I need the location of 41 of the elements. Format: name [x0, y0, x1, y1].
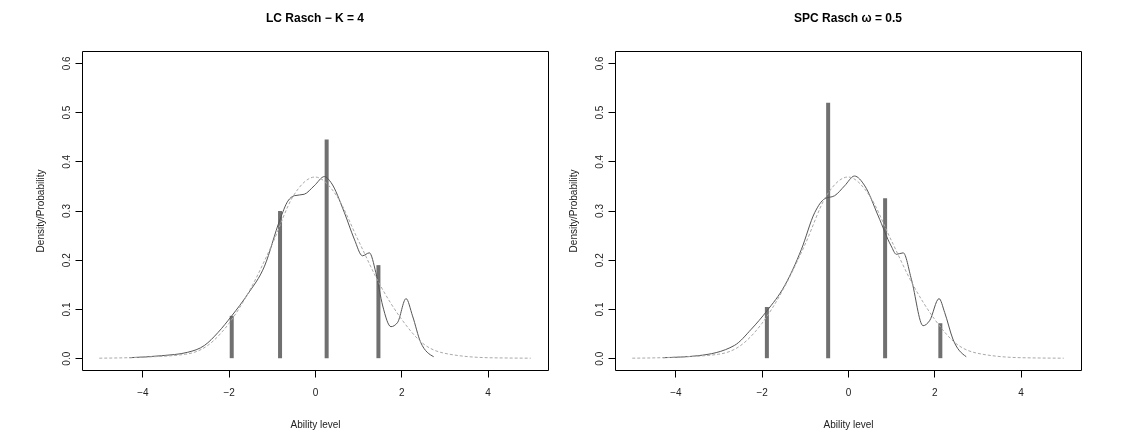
- bar: [826, 102, 831, 359]
- bar: [324, 139, 329, 359]
- x-tick-label: −4: [137, 386, 150, 398]
- x-tick-label: −2: [756, 386, 769, 398]
- line-series: [631, 176, 1065, 359]
- y-tick-label: 0.1: [60, 302, 72, 317]
- y-tick-label: 0.3: [593, 203, 605, 218]
- x-tick-label: −4: [670, 386, 683, 398]
- y-tick-label: 0.4: [60, 154, 72, 169]
- x-axis-title: Ability level: [823, 418, 874, 430]
- x-tick-label: 2: [399, 386, 406, 398]
- bar: [278, 210, 283, 359]
- y-tick-label: 0.6: [593, 55, 605, 71]
- y-axis-title: Density/Probability: [34, 169, 46, 253]
- x-tick-label: 4: [1018, 386, 1025, 398]
- bar: [376, 265, 381, 359]
- bar: [883, 198, 888, 359]
- x-axis-title: Ability level: [290, 418, 341, 430]
- y-tick-label: 0.3: [60, 203, 72, 218]
- y-tick-label: 0.0: [60, 351, 72, 366]
- bar: [229, 315, 234, 359]
- y-tick-label: 0.5: [593, 105, 605, 120]
- chart-title: SPC Rasch ω = 0.5: [794, 11, 903, 25]
- y-axis-title: Density/Probability: [567, 169, 579, 253]
- x-tick-label: 0: [312, 386, 319, 398]
- y-tick-label: 0.1: [593, 302, 605, 317]
- y-tick-label: 0.6: [60, 55, 72, 71]
- bar: [938, 323, 943, 359]
- y-tick-label: 0.4: [593, 154, 605, 169]
- y-tick-label: 0.2: [60, 252, 72, 268]
- x-tick-label: −2: [223, 386, 236, 398]
- y-tick-label: 0.2: [593, 252, 605, 268]
- x-tick-label: 0: [845, 386, 852, 398]
- x-tick-label: 4: [485, 386, 492, 398]
- x-tick-label: 2: [932, 386, 939, 398]
- y-tick-label: 0.5: [60, 105, 72, 120]
- bar: [764, 306, 769, 359]
- line-series: [662, 175, 967, 359]
- line-series: [98, 176, 532, 359]
- y-tick-label: 0.0: [593, 351, 605, 366]
- chart-title: LC Rasch − K = 4: [265, 11, 365, 25]
